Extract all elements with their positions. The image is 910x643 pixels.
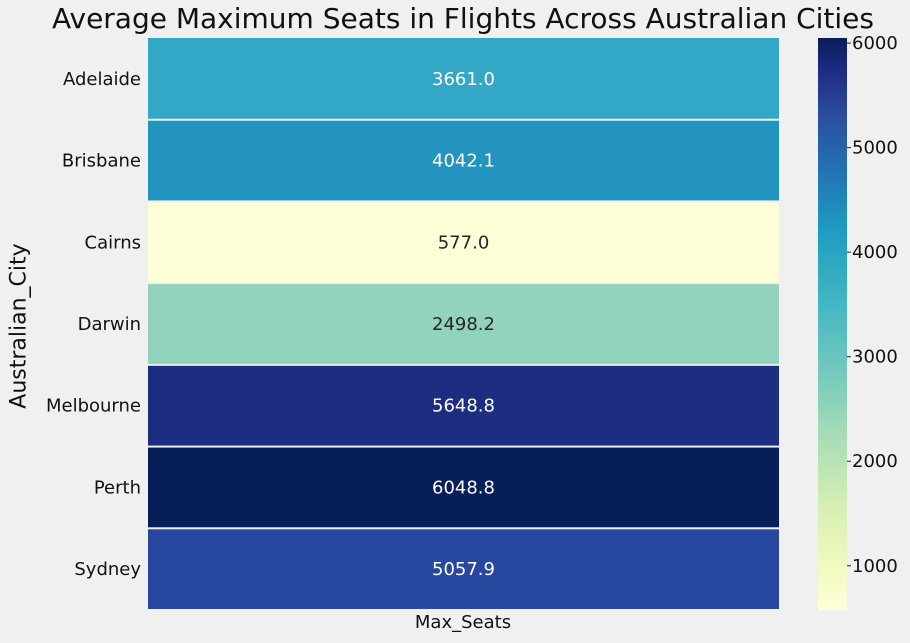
colorbar xyxy=(818,38,847,610)
heatmap-cell xyxy=(148,529,779,609)
row-tick-label: Perth xyxy=(94,477,141,498)
cell-value-label: 5057.9 xyxy=(432,559,495,580)
colorbar-tick-label: 6000 xyxy=(852,33,898,54)
cell-value-label: 577.0 xyxy=(438,232,490,253)
heatmap-cell xyxy=(148,38,779,119)
heatmap-cell xyxy=(148,202,779,283)
row-tick-label: Sydney xyxy=(74,559,141,580)
colorbar-tick-label: 5000 xyxy=(852,138,898,159)
row-tick-label: Brisbane xyxy=(62,151,141,172)
colorbar-tick-label: 3000 xyxy=(852,347,898,368)
colorbar-tick-label: 2000 xyxy=(852,451,898,472)
colorbar-tick-label: 4000 xyxy=(852,242,898,263)
cell-value-label: 4042.1 xyxy=(432,151,495,172)
cell-value-label: 5648.8 xyxy=(432,396,495,417)
chart-title: Average Maximum Seats in Flights Across … xyxy=(51,2,874,35)
heatmap-cell xyxy=(148,284,779,364)
row-tick-label: Cairns xyxy=(85,232,141,253)
row-tick-label: Melbourne xyxy=(46,396,141,417)
row-tick-label: Darwin xyxy=(78,314,141,335)
heatmap-cell xyxy=(148,365,779,446)
heatmap-cell xyxy=(148,120,779,201)
colorbar-tick-label: 1000 xyxy=(852,556,898,577)
cell-value-label: 2498.2 xyxy=(432,314,495,335)
cell-value-label: 6048.8 xyxy=(432,477,495,498)
cell-value-label: 3661.0 xyxy=(432,69,495,90)
x-axis-label: Max_Seats xyxy=(414,612,512,633)
row-tick-label: Adelaide xyxy=(63,69,141,90)
heatmap-cell xyxy=(148,447,779,528)
